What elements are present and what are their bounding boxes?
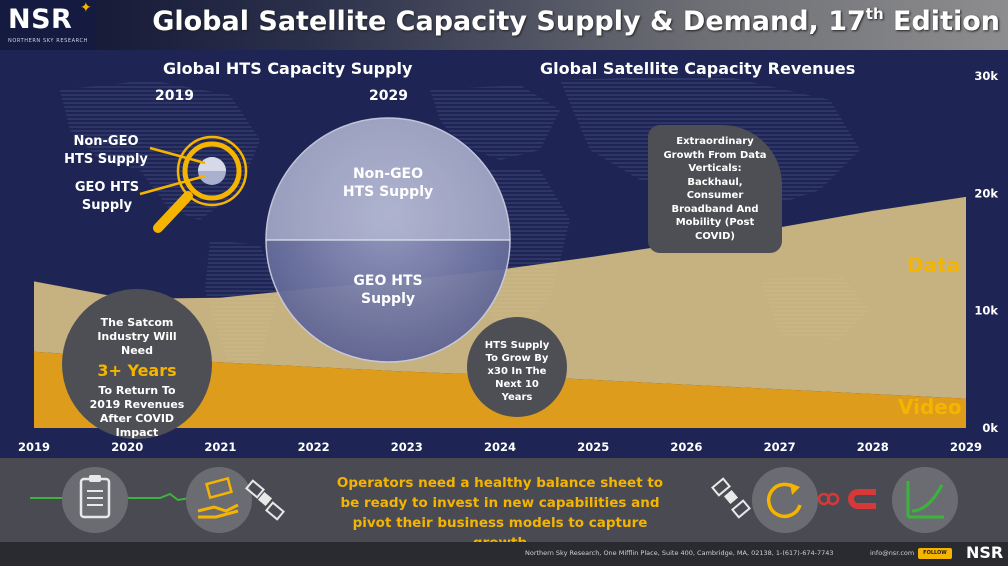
- band-message: Operators need a healthy balance sheet t…: [336, 475, 664, 551]
- data-series-label: Data: [907, 253, 961, 277]
- satcom-recovery-bubble: The Satcom Industry Will Need 3+ Years T…: [62, 289, 212, 439]
- x-tick-label: 2028: [857, 440, 889, 454]
- video-series-label: Video: [898, 395, 962, 419]
- non-geo-small-label: Non-GEO HTS Supply: [64, 134, 148, 167]
- year-2029-label: 2029: [369, 88, 408, 104]
- revenue-chart: 2019 2020 2021 2022 2023 2024 2025 2026 2027 2028…: [0, 50, 1008, 458]
- data-growth-callout: Extraordinary Growth From Data Verticals…: [648, 125, 782, 253]
- geo-big-label: GEO HTS Supply: [353, 273, 423, 307]
- chart-area: 2019 2020 2021 2022 2023 2024 2025 2026 2027 2028…: [0, 50, 1008, 458]
- header-bar: NSR ✦ NORTHERN SKY RESEARCH Global Satel…: [0, 0, 1008, 50]
- x-tick-label: 2027: [764, 440, 796, 454]
- nsr-logo[interactable]: NSR ✦ NORTHERN SKY RESEARCH: [0, 0, 96, 50]
- x-tick-label: 2024: [484, 440, 516, 454]
- x-tick-label: 2019: [18, 440, 50, 454]
- geo-small-label: GEO HTS Supply: [74, 180, 140, 213]
- x-tick-label: 2029: [950, 440, 982, 454]
- hts-supply-2029-bubble: [265, 117, 511, 363]
- logo-text: NSR: [8, 4, 73, 35]
- page-title: Global Satellite Capacity Supply & Deman…: [152, 5, 1000, 37]
- x-tick-label: 2026: [670, 440, 702, 454]
- magnifier-icon: [139, 135, 248, 233]
- footer-email-link[interactable]: info@nsr.com: [870, 549, 915, 557]
- revenues-heading: Global Satellite Capacity Revenues: [540, 59, 856, 78]
- satellite-icon: [245, 479, 285, 521]
- x-tick-label: 2023: [391, 440, 423, 454]
- footer-logo[interactable]: NSR: [966, 543, 1004, 562]
- hts-growth-bubble: HTS Supply To Grow By x30 In The Next 10…: [467, 317, 567, 417]
- magnet-icon: [818, 489, 876, 509]
- message-band: [0, 458, 1008, 542]
- hts-supply-heading: Global HTS Capacity Supply: [163, 59, 413, 78]
- y-tick-label: 10k: [974, 304, 998, 318]
- refresh-arrow-icon: [752, 467, 818, 533]
- footer-address: Northern Sky Research, One Mifflin Place…: [525, 549, 834, 557]
- satellite-icon: [711, 477, 751, 519]
- x-tick-label: 2021: [204, 440, 236, 454]
- y-tick-label: 30k: [974, 69, 998, 83]
- logo-subtitle: NORTHERN SKY RESEARCH: [8, 38, 88, 44]
- year-2019-label: 2019: [155, 88, 194, 104]
- money-hand-icon: [186, 467, 252, 533]
- clipboard-icon: [62, 467, 128, 533]
- growth-chart-icon: [892, 467, 958, 533]
- non-geo-big-label: Non-GEO HTS Supply: [342, 166, 434, 200]
- footer: Northern Sky Research, One Mifflin Place…: [0, 542, 1008, 566]
- x-tick-label: 2020: [111, 440, 143, 454]
- star-icon: ✦: [80, 0, 92, 16]
- x-tick-label: 2022: [298, 440, 330, 454]
- y-tick-label: 20k: [974, 186, 998, 200]
- follow-button[interactable]: FOLLOW: [918, 548, 952, 559]
- y-tick-label: 0k: [982, 421, 998, 435]
- x-tick-label: 2025: [577, 440, 609, 454]
